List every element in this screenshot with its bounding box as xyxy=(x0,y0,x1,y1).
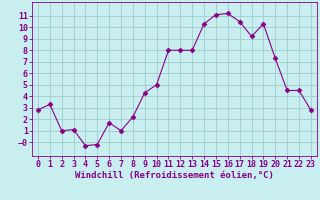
X-axis label: Windchill (Refroidissement éolien,°C): Windchill (Refroidissement éolien,°C) xyxy=(75,171,274,180)
